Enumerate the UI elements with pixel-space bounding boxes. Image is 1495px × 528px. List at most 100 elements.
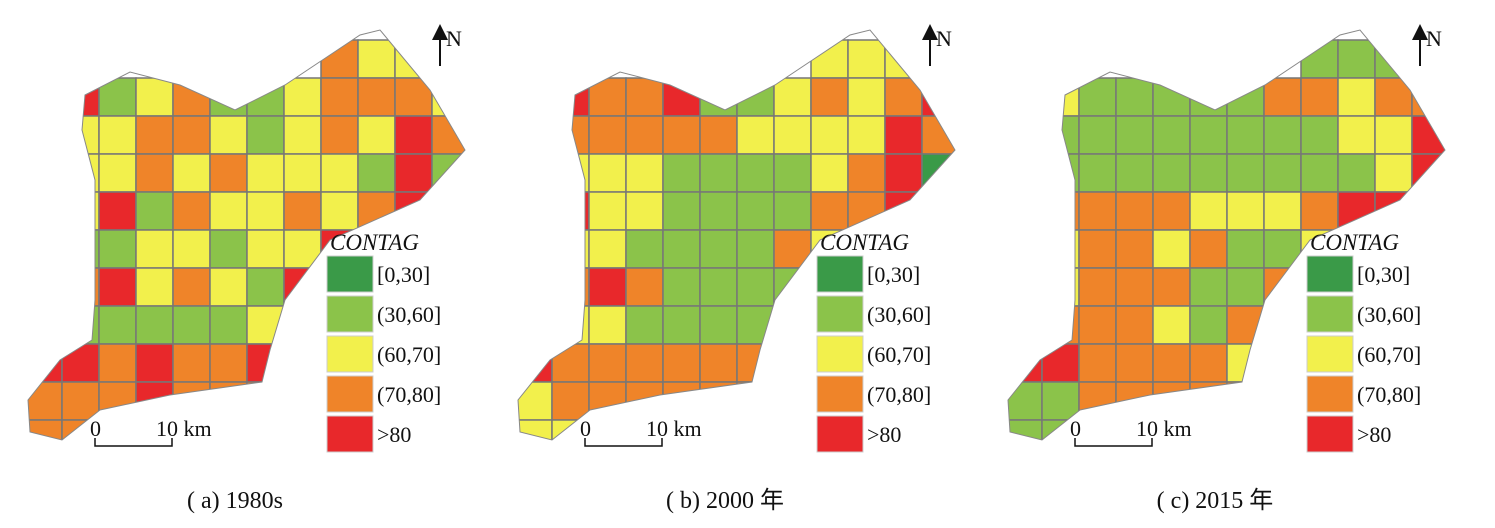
legend-label: [0,30] bbox=[1357, 262, 1410, 287]
grid-cell bbox=[1226, 381, 1265, 421]
grid-cell bbox=[662, 115, 701, 155]
grid-cell bbox=[1115, 77, 1154, 117]
grid-cell bbox=[1152, 153, 1191, 193]
grid-cell bbox=[736, 305, 775, 345]
grid-cell bbox=[736, 115, 775, 155]
grid-cell bbox=[61, 229, 100, 269]
grid-cell bbox=[810, 77, 849, 117]
grid-cell bbox=[551, 77, 590, 117]
grid-cell bbox=[1226, 343, 1265, 383]
grid-cell bbox=[588, 77, 627, 117]
scale-end: 10 km bbox=[1136, 416, 1192, 441]
grid-cell bbox=[357, 39, 396, 79]
grid-cell bbox=[1115, 191, 1154, 231]
legend-label: (70,80] bbox=[377, 382, 441, 407]
grid-cell bbox=[98, 229, 137, 269]
grid-cell bbox=[921, 77, 955, 117]
legend-label: >80 bbox=[867, 422, 901, 447]
north-label: N bbox=[1426, 26, 1442, 51]
grid-cell bbox=[699, 267, 738, 307]
grid-cell bbox=[98, 419, 137, 440]
grid-cell bbox=[1078, 267, 1117, 307]
grid-cell bbox=[98, 191, 137, 231]
legend-swatch bbox=[816, 255, 864, 293]
grid-cell bbox=[588, 191, 627, 231]
grid-cell bbox=[810, 191, 849, 231]
legend-label: (70,80] bbox=[1357, 382, 1421, 407]
grid-cell bbox=[662, 153, 701, 193]
legend-swatch bbox=[816, 335, 864, 373]
grid-cell bbox=[1226, 153, 1265, 193]
legend-swatch bbox=[1306, 255, 1354, 293]
legend-label: (60,70] bbox=[377, 342, 441, 367]
grid-cell bbox=[1152, 229, 1191, 269]
grid-cell bbox=[1078, 77, 1117, 117]
grid-cell bbox=[1374, 191, 1413, 231]
grid-cell bbox=[246, 153, 285, 193]
grid-cell bbox=[736, 191, 775, 231]
grid-cell bbox=[1374, 77, 1413, 117]
grid-cell bbox=[736, 343, 775, 383]
grid-cell bbox=[61, 191, 100, 231]
grid-cell bbox=[172, 153, 211, 193]
legend-swatch bbox=[816, 415, 864, 453]
grid-cell bbox=[1189, 153, 1228, 193]
grid-cell bbox=[246, 115, 285, 155]
grid-cell bbox=[98, 267, 137, 307]
legend-title: CONTAG bbox=[820, 230, 909, 255]
grid-cell bbox=[588, 305, 627, 345]
grid-cell bbox=[588, 267, 627, 307]
grid-cell bbox=[1337, 77, 1376, 117]
grid-cell bbox=[394, 153, 433, 193]
grid-cell bbox=[283, 343, 322, 383]
grid-cell bbox=[810, 153, 849, 193]
grid-cell bbox=[172, 381, 211, 421]
grid-cell bbox=[1078, 305, 1117, 345]
grid-cell bbox=[283, 77, 322, 117]
grid-cell bbox=[135, 191, 174, 231]
grid-cell bbox=[736, 153, 775, 193]
grid-cell bbox=[98, 305, 137, 345]
grid-cell bbox=[625, 77, 664, 117]
grid-cell bbox=[1152, 115, 1191, 155]
grid-cell bbox=[1078, 343, 1117, 383]
grid-cell bbox=[847, 77, 886, 117]
scale-bar bbox=[94, 438, 173, 447]
grid-cell bbox=[1189, 229, 1228, 269]
grid-cell bbox=[847, 153, 886, 193]
grid-cell bbox=[172, 77, 211, 117]
map-panel: N 0 10 km CONTAG [0,30] (30,60] (60,70] (70,80]… bbox=[517, 24, 956, 514]
grid-cell bbox=[1263, 77, 1302, 117]
legend-label: [0,30] bbox=[377, 262, 430, 287]
grid-cell bbox=[588, 153, 627, 193]
grid-cell bbox=[921, 267, 955, 307]
grid-cell bbox=[773, 343, 812, 383]
grid-cell bbox=[1263, 191, 1302, 231]
grid-cell bbox=[61, 115, 100, 155]
grid-cell bbox=[921, 191, 955, 231]
scale-bar bbox=[584, 438, 663, 447]
grid-cell bbox=[551, 381, 590, 421]
grid-cell bbox=[1152, 381, 1191, 421]
grid-cell bbox=[1411, 153, 1445, 193]
legend-swatch bbox=[1306, 415, 1354, 453]
grid-cell bbox=[135, 343, 174, 383]
grid-cell bbox=[773, 115, 812, 155]
grid-cell bbox=[736, 381, 775, 421]
grid-cell bbox=[172, 115, 211, 155]
grid-cell bbox=[172, 305, 211, 345]
grid-cell bbox=[662, 267, 701, 307]
grid-cell bbox=[1041, 267, 1080, 307]
map-panel: N 0 10 km CONTAG [0,30] (30,60] (60,70] (70,80]… bbox=[27, 24, 466, 514]
grid-cell bbox=[736, 77, 775, 117]
grid-cell bbox=[246, 229, 285, 269]
grid-cell bbox=[1152, 305, 1191, 345]
grid-cell bbox=[320, 77, 359, 117]
grid-cell bbox=[431, 267, 465, 307]
grid-cell bbox=[884, 153, 923, 193]
grid-cell bbox=[283, 305, 322, 345]
grid-cell bbox=[209, 115, 248, 155]
grid-cell bbox=[1041, 381, 1080, 421]
grid-cell bbox=[588, 115, 627, 155]
grid-cell bbox=[135, 229, 174, 269]
